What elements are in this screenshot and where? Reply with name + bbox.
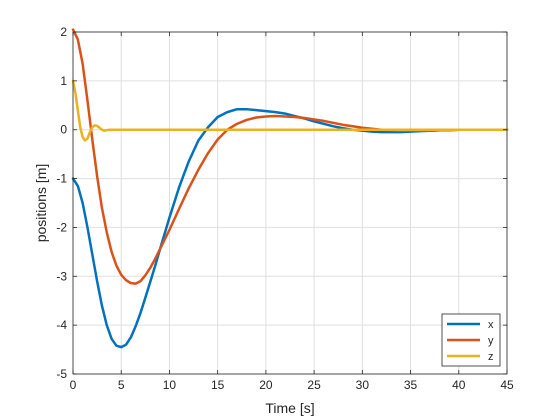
x-tick-label: 45 <box>500 378 514 392</box>
x-tick-label: 40 <box>452 378 466 392</box>
x-axis-ticks: 0 5 10 15 20 25 30 35 40 45 <box>70 32 514 392</box>
plot-frame <box>72 31 508 375</box>
x-tick-label: 20 <box>259 378 273 392</box>
x-tick-label: 35 <box>404 378 418 392</box>
series-lines <box>71 28 509 349</box>
y-tick-label: 2 <box>60 25 67 39</box>
plot-area <box>73 32 507 374</box>
legend-label-z: z <box>488 351 494 363</box>
x-tick-label: 15 <box>211 378 225 392</box>
legend-label-y: y <box>488 335 494 347</box>
y-tick-label: -5 <box>56 367 67 381</box>
y-tick-label: 1 <box>60 74 67 88</box>
legend-label-x: x <box>488 319 494 331</box>
x-tick-label: 30 <box>356 378 370 392</box>
y-axis-ticks: -5 -4 -3 -2 -1 0 1 2 <box>56 25 507 381</box>
x-tick-label: 10 <box>163 378 177 392</box>
y-tick-label: 0 <box>60 123 67 137</box>
y-tick-label: -1 <box>56 172 67 186</box>
y-tick-label: -2 <box>56 220 67 234</box>
y-tick-label: -4 <box>56 318 67 332</box>
y-axis-label: positions [m] <box>33 164 49 243</box>
legend: xyz <box>441 313 501 367</box>
x-axis-label: Time [s] <box>265 400 314 416</box>
x-tick-label: 25 <box>307 378 321 392</box>
y-tick-label: -3 <box>56 269 67 283</box>
series-line-z <box>71 79 509 142</box>
x-tick-label: 0 <box>70 378 77 392</box>
x-tick-label: 5 <box>118 378 125 392</box>
